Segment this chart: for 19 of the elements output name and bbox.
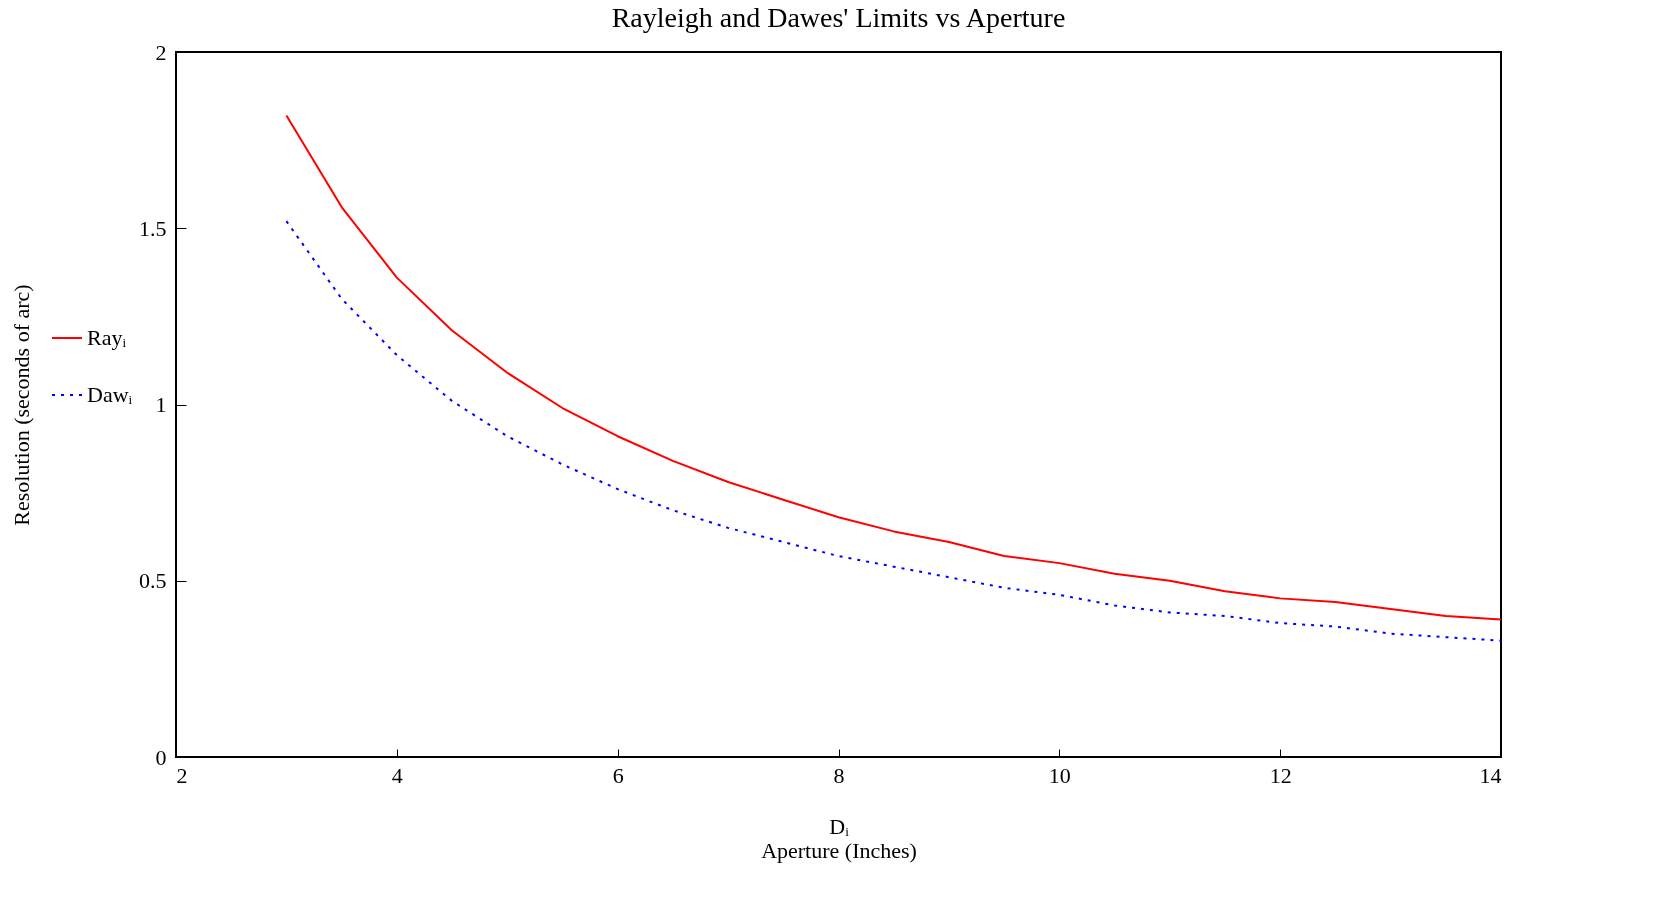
legend-label: Dawᵢ <box>87 382 133 407</box>
y-tick-label: 1.5 <box>139 215 167 241</box>
x-axis-title: Dᵢ Aperture (Inches) <box>761 813 917 863</box>
x-tick-label: 4 <box>391 762 403 788</box>
y-tick-label: 1 <box>155 392 167 417</box>
y-tick-label: 0 <box>155 744 167 770</box>
x-tick-label: 8 <box>833 762 845 788</box>
x-tick-label: 12 <box>1269 762 1292 788</box>
legend-label: Rayᵢ <box>87 325 127 350</box>
y-tick-label: 0.5 <box>139 568 167 594</box>
line-series <box>285 114 1502 621</box>
chart-title: Rayleigh and Dawes' Limits vs Aperture <box>611 2 1066 33</box>
line-series <box>285 220 1502 642</box>
y-tick-label: 2 <box>155 39 167 65</box>
x-tick-label: 10 <box>1048 762 1071 788</box>
x-tick-label: 14 <box>1479 762 1502 788</box>
x-tick-label: 6 <box>612 762 624 788</box>
x-tick-label: 2 <box>176 762 188 788</box>
y-axis-title: Resolution (seconds of arc) <box>9 284 34 526</box>
